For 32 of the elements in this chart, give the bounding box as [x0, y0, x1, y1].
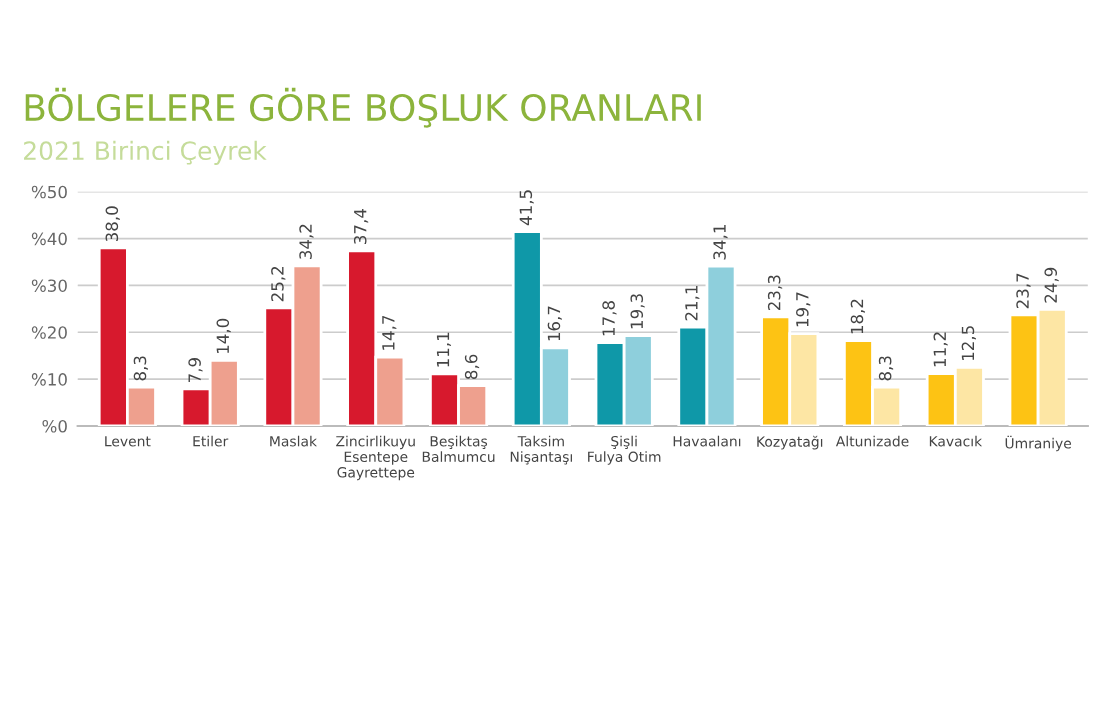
data-label: 8,3	[878, 356, 894, 381]
data-label: 24,9	[1044, 267, 1059, 303]
y-tick-label: %30	[31, 279, 67, 292]
data-label: 38,0	[105, 206, 120, 242]
data-label: 19,7	[796, 292, 811, 327]
data-label: 37,4	[353, 209, 369, 244]
data-label: 12,5	[961, 326, 976, 361]
data-label: 18,2	[850, 299, 865, 334]
data-label: 25,2	[271, 266, 286, 302]
data-label: 41,5	[519, 190, 534, 226]
y-tick-label: %50	[31, 185, 67, 199]
data-label: 23,7	[1016, 273, 1031, 309]
data-label: 8,6	[464, 354, 480, 380]
data-label: 23,3	[767, 275, 783, 311]
data-label: 14,7	[382, 315, 397, 350]
y-tick-label: %10	[31, 373, 67, 386]
chart-title: BÖLGELERE GÖRE BOŞLUK ORANLARI	[25, 87, 701, 128]
data-label: 21,1	[685, 286, 700, 321]
data-label: 14,0	[216, 318, 231, 354]
data-label: 11,2	[933, 332, 948, 367]
data-label: 8,3	[133, 356, 148, 381]
data-label: 11,1	[436, 332, 452, 367]
y-tick-label: %20	[31, 326, 67, 339]
data-label: 17,8	[602, 301, 617, 336]
data-label: 7,9	[188, 358, 203, 383]
data-label: 19,3	[630, 294, 645, 329]
data-label: 34,2	[299, 224, 314, 259]
data-label: 16,7	[547, 306, 562, 341]
data-label: 34,1	[713, 225, 728, 260]
y-tick-label: %40	[31, 232, 67, 246]
y-tick-label: %0	[42, 419, 67, 433]
chart-subtitle: 2021 Birinci Çeyrek	[24, 140, 267, 165]
